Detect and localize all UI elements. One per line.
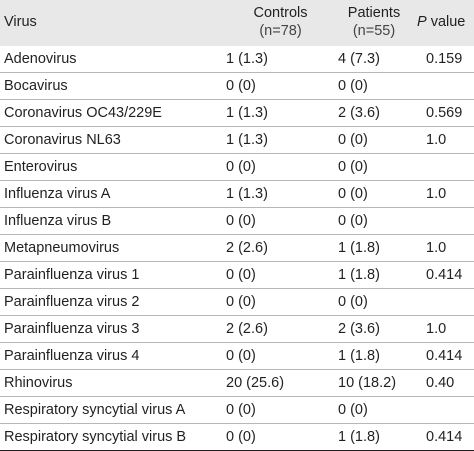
virus-name-cell: Coronavirus NL63 [4,132,121,149]
virus-name-cell: Parainfluenza virus 2 [4,294,140,311]
header-patients-n: (n=55) [352,23,396,39]
header-patients: Patients (n=55) [335,0,413,46]
table-row: Parainfluenza virus 3 2 (2.6) 2 (3.6) 1.0 [0,316,474,343]
header-p-italic: P [417,14,427,30]
p-value-cell [413,289,474,316]
header-controls-label: Controls [253,5,308,21]
virus-name-cell: Adenovirus [4,51,77,68]
controls-cell: 0 (0) [226,348,256,365]
table-row: Respiratory syncytial virus A 0 (0) 0 (0) [0,397,474,424]
virus-name-cell: Coronavirus OC43/229E [4,105,162,122]
patients-cell: 0 (0) [338,159,368,176]
controls-cell: 2 (2.6) [226,321,268,338]
p-value-cell: 0.414 [426,348,463,365]
p-value-cell: 0.414 [426,267,463,284]
p-value-cell: 0.414 [426,429,463,446]
p-value-cell: 1.0 [426,132,447,149]
table-header: Virus Controls (n=78) Patients (n=55) P … [0,0,474,46]
header-virus: Virus [4,14,37,30]
table-row: Influenza virus A 1 (1.3) 0 (0) 1.0 [0,181,474,208]
header-patients-label: Patients [347,5,401,21]
controls-cell: 0 (0) [226,78,256,95]
virus-name-cell: Enterovirus [4,159,78,176]
controls-cell: 20 (25.6) [226,375,285,392]
p-value-cell: 1.0 [426,321,447,338]
header-p-rest: value [426,14,466,30]
virus-name-cell: Parainfluenza virus 1 [4,267,140,284]
controls-cell: 2 (2.6) [226,240,268,257]
controls-cell: 0 (0) [226,402,256,419]
controls-cell: 1 (1.3) [226,132,268,149]
controls-cell: 1 (1.3) [226,51,268,68]
controls-cell: 0 (0) [226,213,256,230]
patients-cell: 1 (1.8) [338,240,380,257]
table-row: Rhinovirus 20 (25.6) 10 (18.2) 0.40 [0,370,474,397]
patients-cell: 10 (18.2) [338,375,397,392]
p-value-cell [413,154,474,181]
virus-name-cell: Parainfluenza virus 3 [4,321,140,338]
table-row: Respiratory syncytial virus B 0 (0) 1 (1.8… [0,424,474,451]
patients-cell: 0 (0) [338,213,368,230]
p-value-cell: 0.569 [426,105,463,122]
controls-cell: 1 (1.3) [226,105,268,122]
controls-cell: 0 (0) [226,267,256,284]
p-value-cell [413,397,474,424]
patients-cell: 0 (0) [338,402,368,419]
table-row: Bocavirus 0 (0) 0 (0) [0,73,474,100]
header-p-value: P value [413,0,474,46]
virus-name-cell: Respiratory syncytial virus A [4,402,186,419]
table-row: Influenza virus B 0 (0) 0 (0) [0,208,474,235]
table-body: Adenovirus 1 (1.3) 4 (7.3) 0.159 Bocavirus 0 … [0,46,474,451]
virus-name-cell: Bocavirus [4,78,68,95]
table-row: Coronavirus NL63 1 (1.3) 0 (0) 1.0 [0,127,474,154]
table-row: Adenovirus 1 (1.3) 4 (7.3) 0.159 [0,46,474,73]
patients-cell: 1 (1.8) [338,348,380,365]
virus-name-cell: Influenza virus A [4,186,111,203]
table-row: Parainfluenza virus 2 0 (0) 0 (0) [0,289,474,316]
patients-cell: 2 (3.6) [338,321,380,338]
header-row: Virus Controls (n=78) Patients (n=55) P … [0,0,474,46]
table-row: Coronavirus OC43/229E 1 (1.3) 2 (3.6) 0.569 [0,100,474,127]
controls-cell: 0 (0) [226,429,256,446]
virus-name-cell: Respiratory syncytial virus B [4,429,187,446]
controls-cell: 0 (0) [226,294,256,311]
patients-cell: 1 (1.8) [338,429,380,446]
table-row: Enterovirus 0 (0) 0 (0) [0,154,474,181]
header-controls: Controls (n=78) [226,0,335,46]
table-row: Parainfluenza virus 1 0 (0) 1 (1.8) 0.414 [0,262,474,289]
patients-cell: 0 (0) [338,78,368,95]
patients-cell: 1 (1.8) [338,267,380,284]
p-value-cell [413,208,474,235]
virus-name-cell: Rhinovirus [4,375,73,392]
table-row: Parainfluenza virus 4 0 (0) 1 (1.8) 0.414 [0,343,474,370]
patients-cell: 0 (0) [338,132,368,149]
p-value-cell [413,73,474,100]
p-value-cell: 1.0 [426,186,447,203]
p-value-cell: 1.0 [426,240,447,257]
virus-name-cell: Parainfluenza virus 4 [4,348,140,365]
patients-cell: 4 (7.3) [338,51,380,68]
p-value-cell: 0.159 [426,51,463,68]
virus-name-cell: Metapneumovirus [4,240,120,257]
patients-cell: 0 (0) [338,294,368,311]
p-value-cell: 0.40 [426,375,455,392]
table-row: Metapneumovirus 2 (2.6) 1 (1.8) 1.0 [0,235,474,262]
controls-cell: 0 (0) [226,159,256,176]
header-controls-n: (n=78) [259,23,302,39]
patients-cell: 0 (0) [338,186,368,203]
patients-cell: 2 (3.6) [338,105,380,122]
controls-cell: 1 (1.3) [226,186,268,203]
virus-name-cell: Influenza virus B [4,213,112,230]
